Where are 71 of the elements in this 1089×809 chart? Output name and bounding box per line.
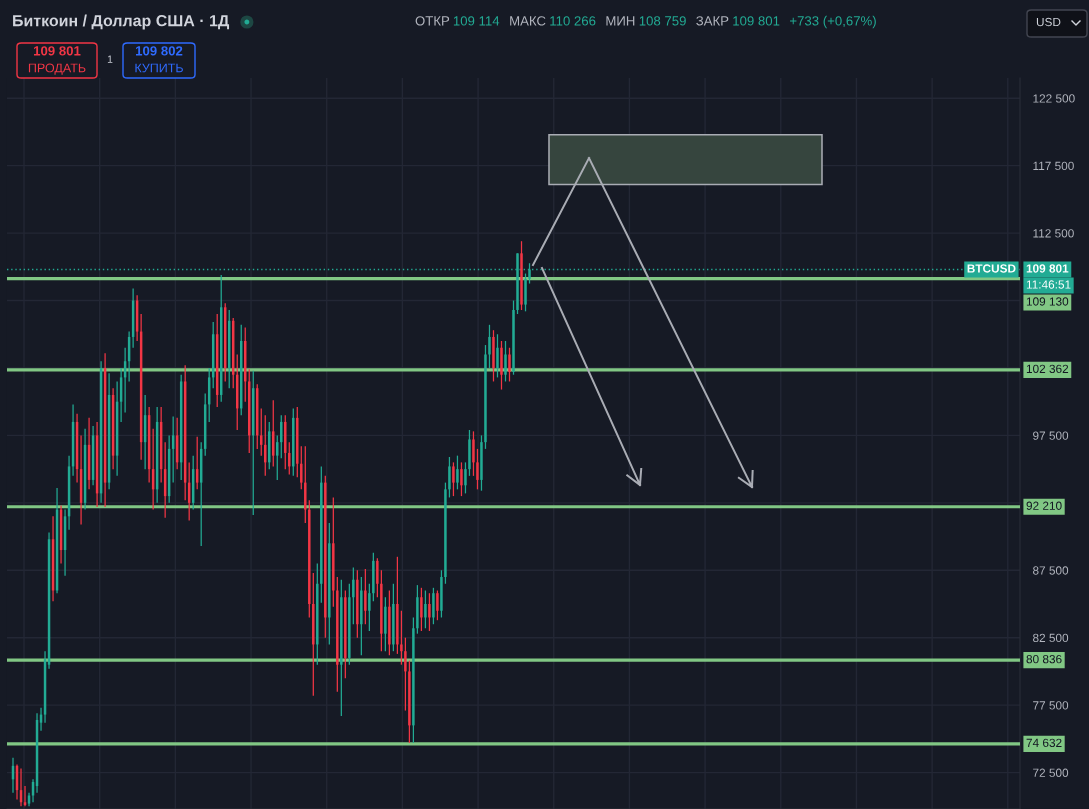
annotation: BTCUSD — [967, 264, 1016, 273]
ref-line-label: 102 362 — [1026, 364, 1069, 373]
candlestick — [368, 583, 371, 632]
candlestick — [420, 587, 423, 632]
candlestick — [496, 333, 499, 379]
y-tick-label: 72 500 — [1033, 768, 1069, 777]
candlestick — [504, 340, 507, 383]
candlestick — [300, 445, 303, 490]
candlestick — [484, 344, 487, 450]
candlestick — [436, 589, 439, 621]
candlestick — [376, 557, 379, 598]
text: 109 801 — [33, 46, 81, 56]
text: ОТКР — [415, 16, 450, 26]
candlestick — [524, 272, 527, 312]
y-tick-label: 87 500 — [1033, 566, 1069, 575]
text: 110 266 — [550, 16, 596, 26]
y-tick-label: 97 500 — [1033, 431, 1069, 440]
text: 1 — [107, 55, 113, 63]
candlestick — [428, 592, 431, 632]
text: 109 802 — [135, 46, 183, 56]
ref-line-label: 80 836 — [1026, 654, 1062, 664]
candlestick — [400, 610, 403, 666]
candlestick — [500, 340, 503, 391]
text: 108 759 — [639, 16, 686, 26]
y-tick-label: 112 500 — [1033, 229, 1074, 238]
text: ПРОДАТЬ — [28, 63, 86, 75]
ref-line-label: 109 130 — [1026, 297, 1069, 306]
text: USD — [1036, 17, 1061, 27]
ref-line-label: 92 210 — [1026, 501, 1062, 510]
y-tick-label: 77 500 — [1033, 701, 1069, 710]
candlestick — [404, 637, 407, 712]
candlestick — [276, 434, 279, 481]
candlestick — [460, 461, 463, 497]
ref-line-label: 109 801 — [1026, 264, 1069, 273]
candlestick — [488, 324, 491, 369]
text: КУПИТЬ — [135, 63, 183, 73]
y-tick-label: 117 500 — [1033, 161, 1074, 171]
ref-line-label: 74 632 — [1026, 738, 1062, 747]
candlestick — [364, 568, 367, 625]
candlestick — [408, 660, 411, 744]
candlestick — [440, 569, 443, 619]
candlestick — [480, 434, 483, 492]
candlestick — [448, 456, 451, 499]
candlestick — [456, 455, 459, 490]
candlestick — [520, 240, 523, 311]
candlestick — [432, 587, 435, 625]
text: 11:46:51 — [1026, 280, 1071, 289]
candlestick — [352, 566, 355, 625]
candlestick — [508, 347, 511, 383]
text: 109 114 — [453, 16, 500, 26]
candlestick — [424, 589, 427, 629]
chart-title: Биткоин / Доллар США · 1Д — [13, 14, 230, 30]
candlestick — [464, 461, 467, 495]
y-tick-label: 122 500 — [1033, 94, 1075, 103]
text: +733 (+0,67%) — [790, 15, 876, 29]
candlestick — [452, 461, 455, 497]
candlestick — [416, 584, 419, 635]
text: МИН — [606, 16, 635, 26]
text: ЗАКР — [696, 16, 729, 26]
text: 109 801 — [733, 16, 780, 26]
candlestick — [412, 616, 415, 744]
candlestick — [444, 481, 447, 585]
text: МАКС — [510, 16, 546, 26]
candlestick — [288, 441, 291, 476]
candlestick — [512, 299, 515, 376]
candlestick — [468, 429, 471, 477]
candlestick — [280, 414, 283, 459]
candlestick — [476, 448, 479, 490]
candlestick — [492, 329, 495, 383]
candlestick — [472, 430, 475, 477]
y-tick-label: 82 500 — [1033, 633, 1069, 643]
